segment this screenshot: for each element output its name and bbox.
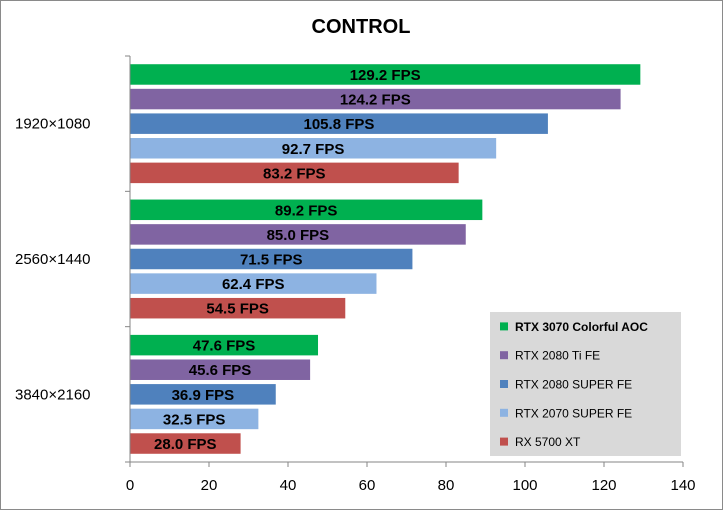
bar-value-label: 89.2 FPS: [275, 202, 338, 219]
bar-value-label: 47.6 FPS: [193, 338, 256, 355]
x-tick-label: 80: [438, 477, 455, 494]
bar-value-label: 124.2 FPS: [340, 92, 411, 109]
legend-swatch: [500, 380, 508, 388]
legend-swatch: [500, 351, 508, 360]
bar: [130, 273, 377, 294]
legend-entry-label: RTX 2080 Ti FE: [515, 349, 600, 363]
x-tick-label: 60: [359, 477, 376, 494]
legend-swatch: [500, 437, 508, 446]
bar: [130, 433, 241, 454]
bar-value-label: 129.2 FPS: [350, 67, 421, 84]
bar: [130, 297, 346, 319]
bar-value-label: 83.2 FPS: [263, 165, 326, 182]
bar-value-label: 36.9 FPS: [172, 387, 235, 404]
bar: [130, 199, 483, 221]
bar: [130, 248, 413, 270]
bar-value-label: 45.6 FPS: [189, 362, 252, 379]
bar: [130, 334, 319, 356]
bar: [130, 64, 641, 85]
bar-value-label: 28.0 FPS: [154, 436, 217, 453]
legend-entry-label: RTX 3070 Colorful AOC: [515, 320, 648, 334]
legend-entry-label: RTX 2080 SUPER FE: [515, 378, 632, 392]
category-label: 3840×2160: [15, 386, 91, 403]
x-tick-label: 120: [591, 477, 616, 494]
bar: [130, 224, 466, 245]
chart-title: CONTROL: [312, 16, 411, 38]
axes-group: 1920×1080 2560×1440 3840×2160 0 20 40 60 80 100 1…: [15, 55, 696, 494]
bar-value-label: 92.7 FPS: [282, 141, 345, 158]
bar-value-label: 54.5 FPS: [206, 301, 269, 318]
x-tick-label: 20: [201, 477, 218, 494]
bar-value-label: 32.5 FPS: [163, 411, 226, 428]
bar: [130, 384, 276, 405]
category-label: 1920×1080: [15, 116, 91, 133]
bar: [130, 88, 621, 110]
bar-value-label: 71.5 FPS: [240, 252, 303, 269]
bar: [130, 359, 311, 380]
x-tick-label: 140: [670, 477, 695, 494]
bar: [130, 162, 459, 184]
bar-value-label: 105.8 FPS: [304, 116, 375, 133]
x-tick-label: 40: [280, 477, 297, 494]
legend-entry-label: RX 5700 XT: [515, 435, 581, 449]
bar-value-label: 62.4 FPS: [222, 276, 285, 293]
category-label: 2560×1440: [15, 251, 91, 268]
bars-group: 129.2 FPS 124.2 FPS 105.8 FPS 92.7 FPS 83.2 …: [130, 64, 641, 454]
bar: [130, 113, 548, 134]
bar-value-label: 85.0 FPS: [267, 227, 330, 244]
x-tick-label: 100: [512, 477, 537, 494]
legend: RTX 3070 Colorful AOC RTX 2080 Ti FE RTX 2…: [490, 312, 681, 456]
legend-swatch: [500, 322, 508, 331]
legend-entry-label: RTX 2070 SUPER FE: [515, 406, 632, 420]
bar: [130, 408, 259, 430]
bar: [130, 138, 497, 159]
x-tick-label: 0: [126, 477, 134, 494]
legend-background: [490, 312, 681, 456]
legend-swatch: [500, 408, 508, 417]
